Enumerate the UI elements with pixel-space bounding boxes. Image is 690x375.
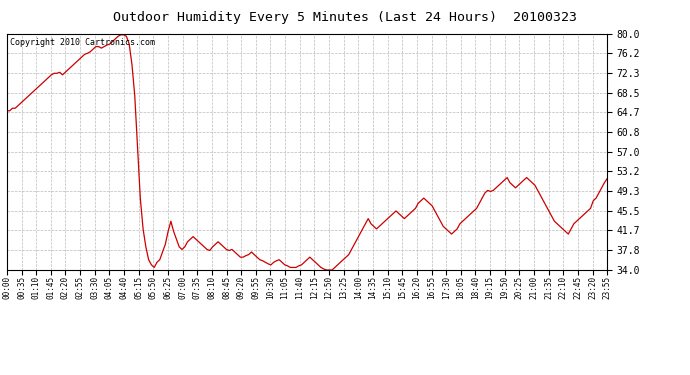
Text: Copyright 2010 Cartronics.com: Copyright 2010 Cartronics.com: [10, 39, 155, 48]
Text: Outdoor Humidity Every 5 Minutes (Last 24 Hours)  20100323: Outdoor Humidity Every 5 Minutes (Last 2…: [113, 11, 577, 24]
